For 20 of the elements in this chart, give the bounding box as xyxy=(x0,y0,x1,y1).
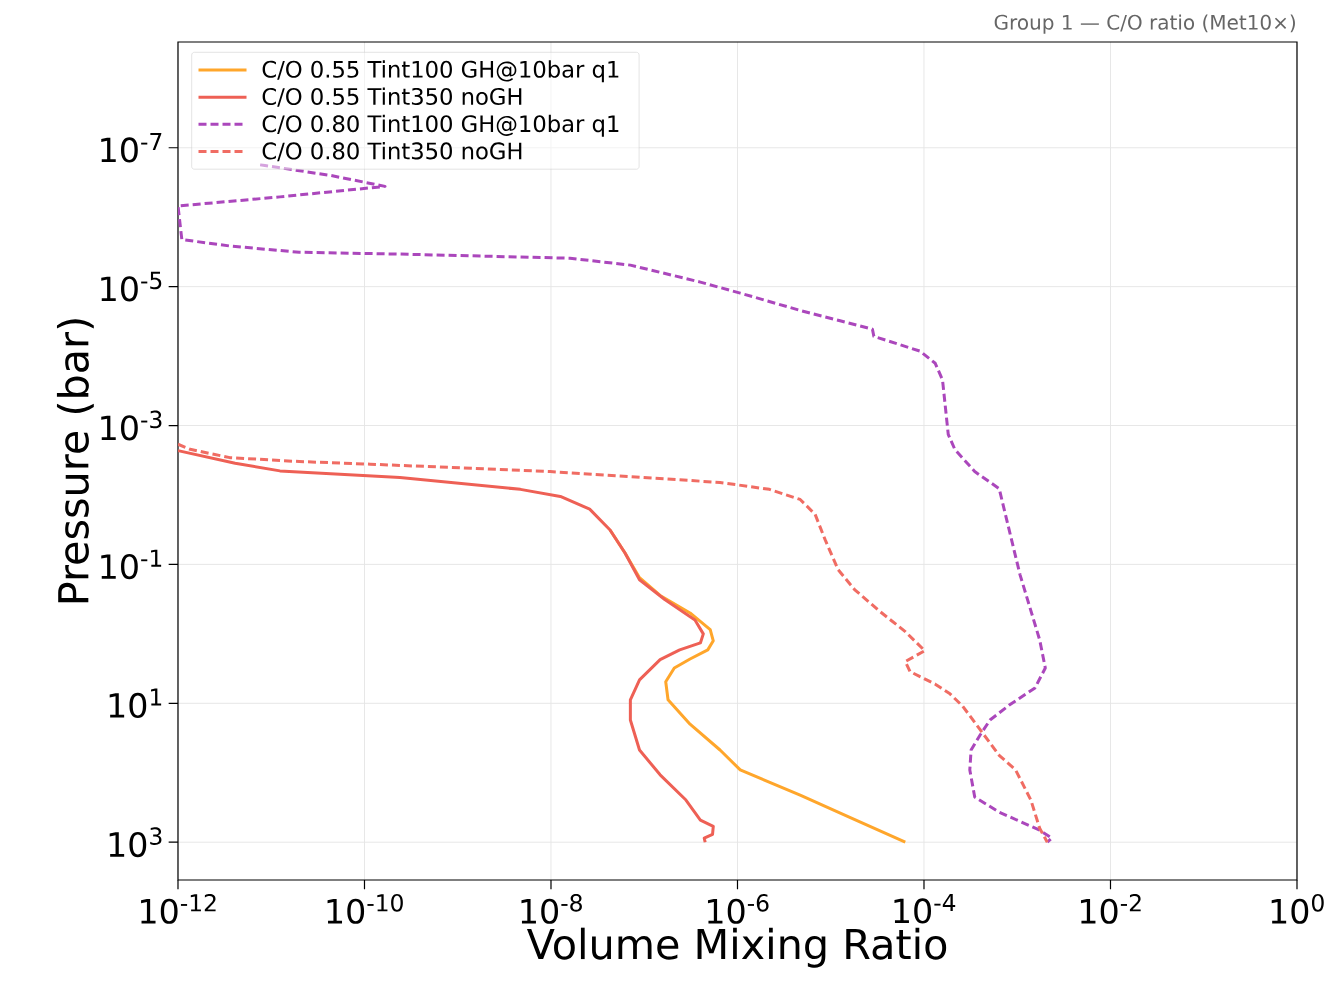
text: Group 1 — C/O ratio (Met10×) xyxy=(994,14,1295,34)
y-axis-title: Pressure (bar) xyxy=(56,319,94,603)
x-tick-label: 10$^{0}$ xyxy=(1271,894,1324,924)
y-tick-label: 10$^{-5}$ xyxy=(101,271,162,302)
y-tick-label: 10$^{1}$ xyxy=(109,688,162,719)
legend-label: C/O 0.55 Tint100 GH@10bar q1 xyxy=(262,60,619,83)
x-tick-label: 10$^{-8}$ xyxy=(521,894,582,924)
x-axis-title: Volume Mixing Ratio xyxy=(526,927,947,968)
x-tick-label: 10$^{-12}$ xyxy=(141,894,216,924)
y-tick-label: 10$^{-1}$ xyxy=(101,549,162,580)
x-tick-label: 10$^{-10}$ xyxy=(327,894,403,924)
legend-label: C/O 0.80 Tint350 noGH xyxy=(262,141,522,162)
legend-label: C/O 0.55 Tint350 noGH xyxy=(262,87,522,107)
y-tick-label: 10$^{-7}$ xyxy=(101,132,162,163)
y-tick-label: 10$^{-3}$ xyxy=(101,410,162,441)
x-tick-label: 10$^{-4}$ xyxy=(894,894,956,924)
y-tick-label: 10$^{3}$ xyxy=(109,827,162,858)
x-tick-label: 10$^{-6}$ xyxy=(707,894,769,924)
legend-label: C/O 0.80 Tint100 GH@10bar q1 xyxy=(262,114,619,137)
x-tick-label: 10$^{-2}$ xyxy=(1080,894,1141,924)
